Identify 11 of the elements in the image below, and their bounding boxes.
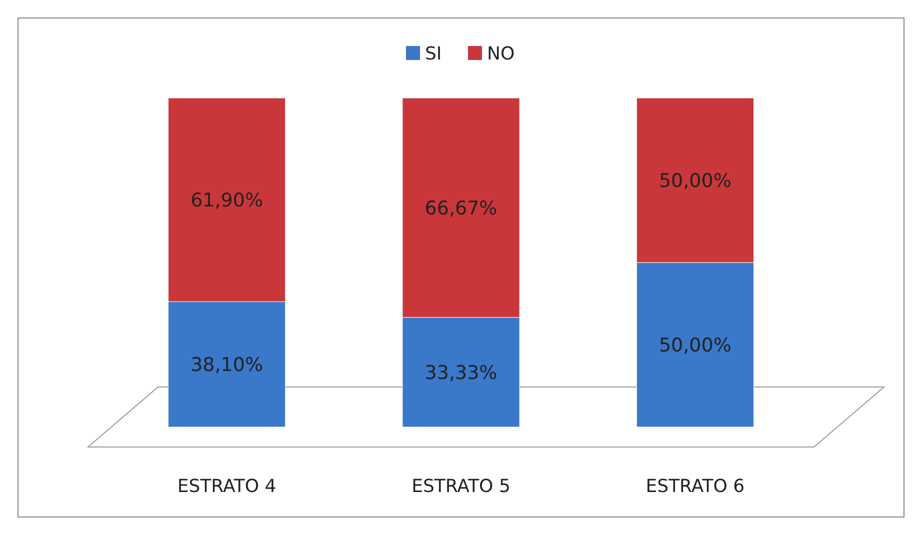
data-label: 38,10% xyxy=(190,354,264,376)
data-label: 66,67% xyxy=(424,197,498,220)
legend-label: SI xyxy=(425,43,442,64)
legend-label: NO xyxy=(487,43,515,64)
x-tick-label: ESTRATO 5 xyxy=(412,476,510,497)
data-label: 50,00% xyxy=(658,170,732,192)
x-tick-label: ESTRATO 6 xyxy=(646,476,745,497)
data-label: 61,90% xyxy=(190,189,264,212)
data-label: 50,00% xyxy=(658,334,732,356)
x-tick-label: ESTRATO 4 xyxy=(177,476,276,497)
data-label: 33,33% xyxy=(424,362,498,384)
